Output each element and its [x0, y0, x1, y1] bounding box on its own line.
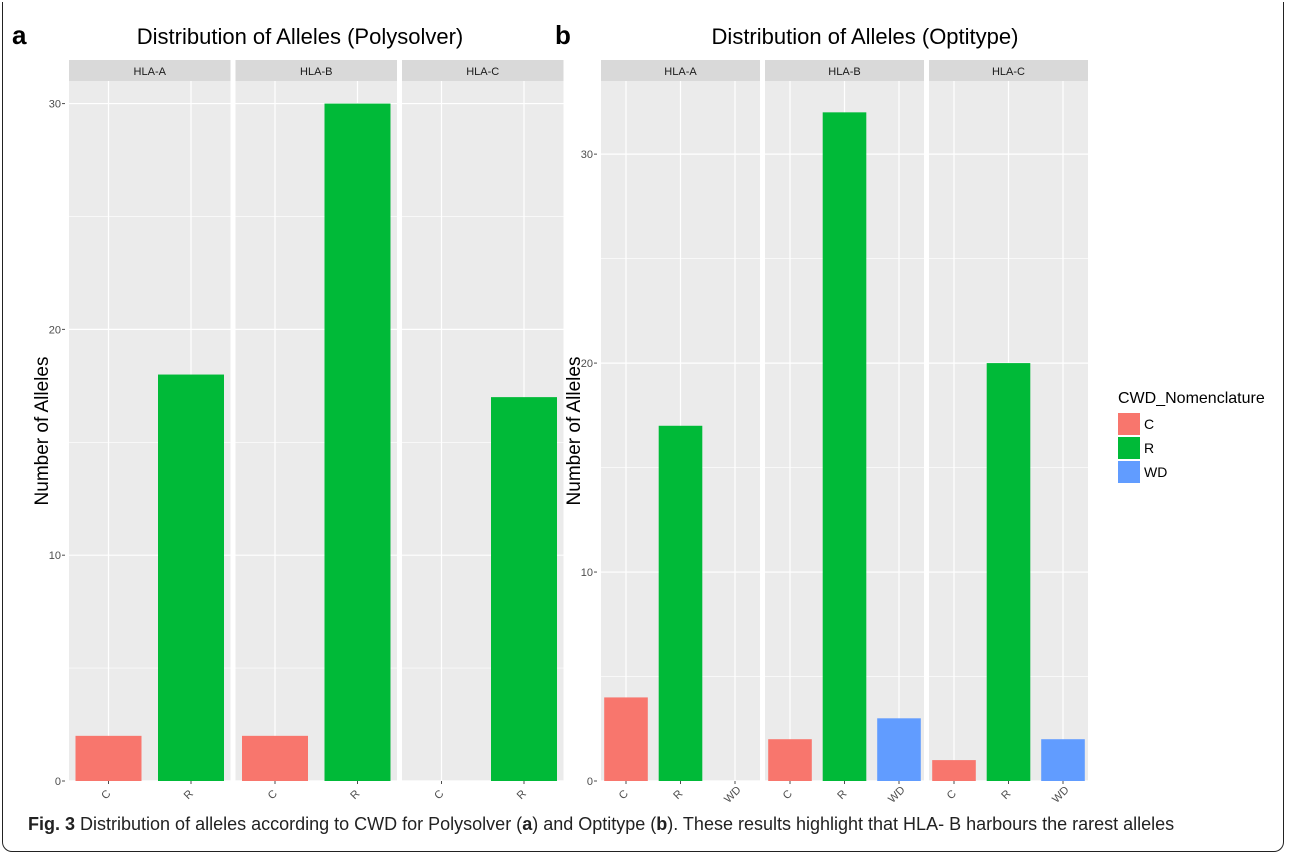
bar-hla-b-r: [324, 103, 391, 782]
bar-hla-a-r: [658, 425, 703, 781]
panel-b: b Distribution of Alleles (Optitype) Numbe…: [555, 20, 1265, 806]
facet-strip: [69, 60, 231, 81]
xtick-label: WD: [1050, 784, 1071, 805]
legend-swatch-r: [1118, 437, 1140, 459]
panel-a-facet-hla-c: HLA-C C R: [402, 60, 564, 802]
panel-b-facet-hla-c: HLA-C C R WD: [929, 60, 1088, 806]
facet-strip-label: HLA-A: [664, 66, 697, 78]
xtick-label: WD: [722, 784, 743, 805]
xtick-label: R: [515, 788, 529, 802]
panel-b-legend: CWD_Nomenclature CR WD: [1118, 390, 1265, 483]
panel-a-facet-hla-b: HLA-B C R: [235, 60, 397, 802]
legend-label-wd: WD: [1144, 464, 1167, 480]
panel-a-ytick-label: 0: [55, 776, 61, 788]
xtick-label: R: [182, 788, 196, 802]
bar-hla-c-r: [491, 397, 557, 781]
panel-b-letter: b: [555, 20, 571, 50]
legend-swatch-wd: [1118, 461, 1140, 483]
xtick-label: R: [999, 788, 1013, 802]
facet-strip-label: HLA-C: [992, 66, 1025, 78]
panel-a-ytick-label: 10: [49, 550, 61, 562]
caption-label: Fig. 3: [28, 814, 76, 834]
facet-strip: [765, 60, 924, 81]
caption-text-3: ). These results highlight that HLA- B h…: [667, 814, 1175, 834]
caption-panel-a: a: [522, 814, 533, 834]
caption-text-1: Distribution of alleles according to CWD…: [75, 814, 523, 834]
panel-b-ytick-label: 10: [581, 567, 593, 579]
facet-strip: [235, 60, 397, 81]
bar-hla-c-c: [932, 760, 976, 781]
xtick-label: C: [781, 788, 795, 802]
bar-hla-b-c: [242, 735, 308, 781]
panel-b-ytick-label: 20: [581, 358, 593, 370]
legend-label-c: C: [1144, 416, 1154, 432]
facet-strip-label: HLA-C: [466, 66, 499, 78]
facet-strip-label: HLA-B: [828, 66, 860, 78]
panel-a-facet-hla-a: HLA-A C R: [69, 60, 231, 802]
panel-b-ylabel: Number of Alleles: [564, 357, 585, 506]
xtick-label: R: [671, 788, 685, 802]
panel-a-ytick-label: 20: [49, 324, 61, 336]
caption-panel-b: b: [656, 814, 668, 834]
xtick-label: R: [835, 788, 849, 802]
bar-hla-b-wd: [877, 718, 921, 781]
caption-text-2: ) and Optitype (: [532, 814, 657, 834]
facet-strip-label: HLA-B: [300, 66, 332, 78]
legend-label-r: R: [1144, 440, 1154, 456]
panel-b-title: Distribution of Alleles (Optitype): [712, 24, 1019, 49]
panel-a: a Distribution of Alleles (Polysolver) Num…: [12, 20, 564, 802]
xtick-label: C: [617, 788, 631, 802]
panel-a-ytick-label: 30: [49, 99, 61, 111]
bar-hla-b-r: [822, 112, 867, 782]
bar-hla-c-wd: [1041, 739, 1085, 781]
facet-strip-label: HLA-A: [134, 66, 167, 78]
facet-strip: [402, 60, 564, 81]
facet-strip: [929, 60, 1088, 81]
bar-hla-a-c: [604, 697, 648, 781]
xtick-label: C: [945, 788, 959, 802]
bar-hla-a-c: [75, 735, 142, 781]
bar-hla-b-c: [768, 739, 812, 781]
panel-a-ylabel: Number of Alleles: [32, 357, 53, 506]
panel-a-letter: a: [12, 20, 27, 50]
legend-title: CWD_Nomenclature: [1118, 390, 1265, 407]
panel-b-ytick-label: 0: [587, 776, 593, 788]
bar-hla-a-r: [158, 374, 224, 781]
panel-b-ytick-label: 30: [581, 149, 593, 161]
panel-b-facet-hla-b: HLA-B C R WD: [765, 60, 924, 806]
xtick-label: R: [348, 788, 362, 802]
xtick-label: C: [99, 788, 113, 802]
bar-hla-c-r: [986, 363, 1031, 781]
legend-swatch-c: [1118, 413, 1140, 435]
figure-caption: Fig. 3 Distribution of alleles according…: [28, 814, 1278, 835]
facet-strip: [601, 60, 760, 81]
xtick-label: C: [432, 788, 446, 802]
panel-b-facet-hla-a: HLA-A C R WD: [601, 60, 760, 806]
panel-a-title: Distribution of Alleles (Polysolver): [137, 24, 463, 49]
xtick-label: WD: [886, 784, 907, 805]
xtick-label: C: [266, 788, 280, 802]
